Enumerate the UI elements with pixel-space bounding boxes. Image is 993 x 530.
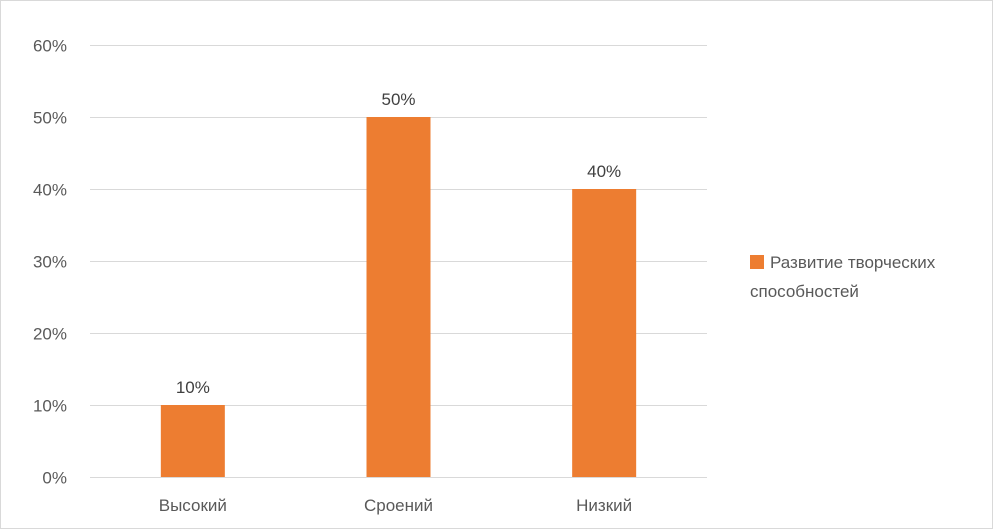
bars <box>160 117 637 477</box>
y-axis-tick-labels: 0% 10% 20% 30% 40% 50% 60% <box>33 37 67 488</box>
y-tick-label: 10% <box>33 397 67 416</box>
x-axis-tick-labels: Высокий Сроений Низкий <box>159 496 632 515</box>
bar <box>160 405 225 477</box>
data-labels: 10% 50% 40% <box>176 90 621 397</box>
legend-swatch <box>750 255 764 269</box>
y-tick-label: 0% <box>42 469 67 488</box>
legend-label: Развитие творческих <box>770 253 936 272</box>
data-label: 10% <box>176 378 210 397</box>
data-label: 50% <box>381 90 415 109</box>
bar <box>572 189 637 477</box>
x-tick-label: Сроений <box>364 496 433 515</box>
y-tick-label: 50% <box>33 109 67 128</box>
x-tick-label: Высокий <box>159 496 227 515</box>
y-tick-label: 30% <box>33 253 67 272</box>
legend: Развитие творческих способностей <box>750 253 936 301</box>
data-label: 40% <box>587 162 621 181</box>
x-tick-label: Низкий <box>576 496 632 515</box>
y-tick-label: 20% <box>33 325 67 344</box>
legend-label: способностей <box>750 282 859 301</box>
y-tick-label: 40% <box>33 181 67 200</box>
bar <box>366 117 431 477</box>
y-tick-label: 60% <box>33 37 67 56</box>
